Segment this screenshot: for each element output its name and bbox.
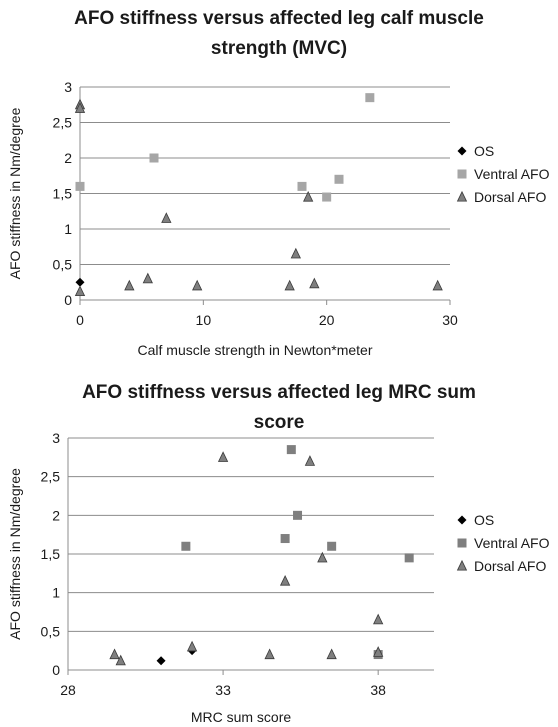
x-axis-title: MRC sum score bbox=[191, 709, 292, 725]
chart-title-line-1: AFO stiffness versus affected leg calf m… bbox=[74, 8, 484, 29]
data-point-dorsal-afo bbox=[373, 646, 384, 657]
y-tick-label: 2,5 bbox=[41, 469, 61, 485]
y-tick-label: 1 bbox=[52, 585, 60, 601]
data-point-dorsal-afo bbox=[326, 648, 337, 660]
legend-item: Dorsal AFO bbox=[456, 554, 549, 577]
data-point-ventral-afo bbox=[181, 541, 191, 551]
data-point-dorsal-afo bbox=[124, 279, 135, 291]
plot-area: 0 0,5 1 1,5 2 2,5 3 28 33 38 MRC sum score AFO stif… bbox=[7, 430, 434, 725]
y-tick-label: 2 bbox=[52, 507, 60, 523]
legend: OS Ventral AFO Dorsal AFO bbox=[456, 139, 549, 208]
data-point-ventral-afo bbox=[327, 541, 337, 551]
y-tick-label: 1 bbox=[64, 221, 72, 237]
x-tick-label: 38 bbox=[370, 682, 386, 698]
data-point-dorsal-afo bbox=[186, 640, 198, 652]
y-tick-label: 3 bbox=[64, 79, 72, 95]
data-point-dorsal-afo bbox=[161, 212, 172, 223]
y-tick-label: 3 bbox=[52, 430, 60, 446]
x-tick-label: 28 bbox=[60, 682, 76, 698]
data-point-dorsal-afo bbox=[284, 279, 295, 291]
y-tick-label: 2,5 bbox=[53, 115, 73, 131]
legend-label: OS bbox=[474, 511, 495, 528]
x-tick-label: 30 bbox=[442, 312, 458, 328]
chart-title: AFO stiffness versus affected leg MRC su… bbox=[0, 378, 558, 438]
data-point-ventral-afo bbox=[297, 181, 307, 191]
y-tick-label: 1,5 bbox=[41, 546, 61, 562]
x-tick-label: 10 bbox=[196, 312, 212, 328]
y-tick-label: 0,5 bbox=[41, 623, 61, 639]
y-axis-title: AFO stiffness in Nm/degree bbox=[7, 468, 23, 640]
data-point-ventral-afo bbox=[280, 534, 290, 544]
square-marker-icon bbox=[457, 538, 467, 547]
calf-strength-chart: AFO stiffness versus affected leg calf m… bbox=[0, 0, 558, 363]
legend-label: Ventral AFO bbox=[474, 165, 550, 182]
x-tick-label: 33 bbox=[215, 682, 231, 698]
data-point-ventral-afo bbox=[334, 174, 344, 184]
triangle-marker-icon bbox=[456, 190, 468, 202]
data-point-dorsal-afo bbox=[304, 455, 316, 466]
y-tick-label: 2 bbox=[64, 150, 72, 166]
chart-title-line-2: strength (MVC) bbox=[210, 38, 348, 59]
diamond-marker-icon bbox=[457, 146, 467, 155]
y-tick-label: 0 bbox=[52, 662, 60, 678]
y-tick-label: 0 bbox=[64, 292, 72, 308]
data-point-dorsal-afo bbox=[217, 451, 229, 462]
x-tick-label: 20 bbox=[319, 312, 335, 328]
chart-title: AFO stiffness versus affected leg calf m… bbox=[0, 4, 558, 64]
data-point-dorsal-afo bbox=[290, 247, 301, 259]
square-marker-icon bbox=[457, 169, 467, 178]
data-point-ventral-afo bbox=[322, 192, 332, 202]
data-point-ventral-afo bbox=[149, 153, 159, 163]
chart-title-line-2: score bbox=[253, 412, 305, 433]
legend-item: Ventral AFO bbox=[456, 531, 549, 554]
data-point-dorsal-afo bbox=[74, 102, 86, 113]
legend: OS Ventral AFO Dorsal AFO bbox=[456, 508, 549, 577]
data-point-ventral-afo bbox=[75, 181, 85, 191]
data-point-ventral-afo bbox=[365, 93, 375, 103]
data-point-dorsal-afo bbox=[309, 277, 320, 289]
diamond-marker-icon bbox=[457, 515, 467, 524]
x-axis-title: Calf muscle strength in Newton*meter bbox=[138, 342, 373, 358]
y-axis-title: AFO stiffness in Nm/degree bbox=[7, 107, 23, 279]
legend-item: Dorsal AFO bbox=[456, 185, 549, 208]
data-point-dorsal-afo bbox=[142, 272, 153, 284]
data-point-ventral-afo bbox=[293, 510, 303, 520]
data-point-os bbox=[75, 277, 85, 287]
data-point-dorsal-afo bbox=[192, 279, 203, 291]
legend-label: Ventral AFO bbox=[474, 534, 550, 551]
data-point-os bbox=[156, 656, 166, 666]
mrc-score-chart: AFO stiffness versus affected leg MRC su… bbox=[0, 364, 558, 727]
data-point-dorsal-afo bbox=[432, 279, 443, 291]
data-point-dorsal-afo bbox=[279, 574, 291, 586]
chart-title-line-1: AFO stiffness versus affected leg MRC su… bbox=[82, 382, 476, 403]
legend-label: Dorsal AFO bbox=[474, 557, 547, 574]
y-tick-label: 0,5 bbox=[53, 257, 73, 273]
legend-label: Dorsal AFO bbox=[474, 188, 547, 205]
y-tick-label: 1,5 bbox=[53, 186, 73, 202]
data-point-dorsal-afo bbox=[317, 551, 328, 563]
legend-item: OS bbox=[456, 139, 549, 162]
data-point-dorsal-afo bbox=[264, 648, 275, 660]
data-point-dorsal-afo bbox=[115, 654, 126, 666]
data-point-dorsal-afo bbox=[109, 648, 120, 660]
legend-label: OS bbox=[474, 142, 495, 159]
legend-item: OS bbox=[456, 508, 549, 531]
triangle-marker-icon bbox=[456, 559, 468, 571]
data-point-ventral-afo bbox=[286, 445, 296, 455]
data-point-dorsal-afo bbox=[74, 285, 86, 297]
data-point-dorsal-afo bbox=[373, 613, 384, 625]
data-point-ventral-afo bbox=[404, 553, 414, 563]
data-point-dorsal-afo bbox=[303, 190, 314, 202]
x-tick-label: 0 bbox=[76, 312, 84, 328]
legend-item: Ventral AFO bbox=[456, 162, 549, 185]
